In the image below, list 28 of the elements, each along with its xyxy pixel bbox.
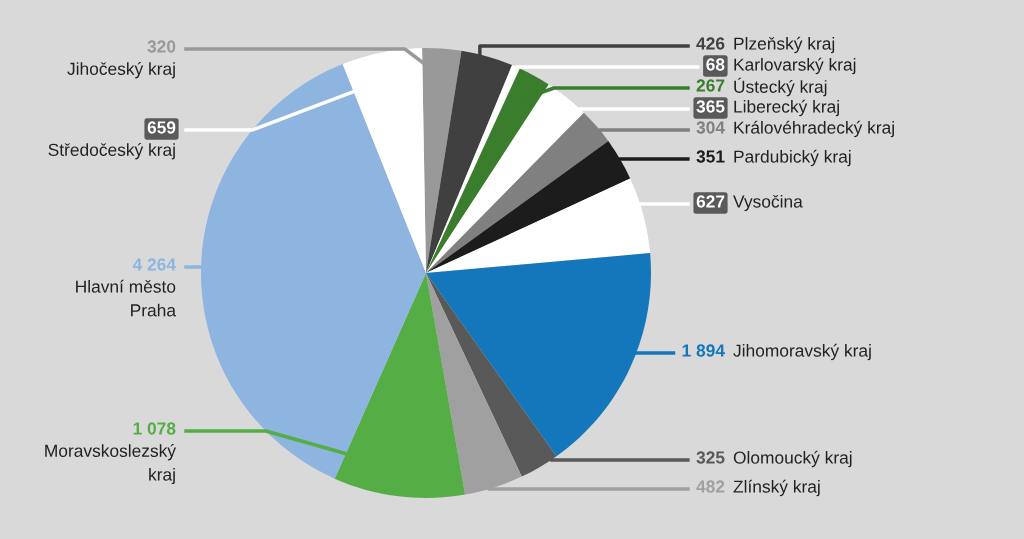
slice-label: Plzeňský kraj [734, 36, 835, 54]
slice-label: Olomoucký kraj [733, 450, 852, 468]
slice-label: Hlavní město Praha [76, 279, 176, 317]
data-label: 1 894 [682, 344, 725, 357]
data-label: 68 [706, 58, 725, 71]
slice-label: Středočeský kraj [48, 143, 175, 160]
slice-label: Karlovarský kraj [734, 57, 856, 75]
data-label: 659 [147, 121, 176, 134]
data-label: 351 [696, 150, 725, 163]
data-label: 1 078 [133, 422, 176, 435]
slice-label: Vysočina [733, 194, 803, 212]
slice-label: Jihomoravský kraj [733, 343, 871, 361]
slice-label: Moravskoslezský kraj [45, 444, 176, 485]
data-label: 627 [696, 195, 725, 208]
slice-label: Jihočeský kraj [67, 62, 175, 79]
data-label: 482 [696, 480, 725, 493]
data-label: 267 [696, 79, 725, 92]
slice-label: Liberecký kraj [734, 99, 839, 117]
data-label: 426 [696, 37, 725, 50]
data-label: 320 [147, 40, 176, 53]
slice-label: Zlínský kraj [733, 479, 820, 497]
slice-label: Ústecký kraj [734, 77, 827, 97]
data-label: 4 264 [132, 258, 176, 271]
slice-label: Královéhradecký kraj [734, 120, 894, 138]
slice-label: Pardubický kraj [734, 149, 851, 167]
data-label: 304 [696, 121, 725, 134]
data-label: 325 [696, 451, 725, 464]
data-label: 365 [696, 100, 725, 113]
